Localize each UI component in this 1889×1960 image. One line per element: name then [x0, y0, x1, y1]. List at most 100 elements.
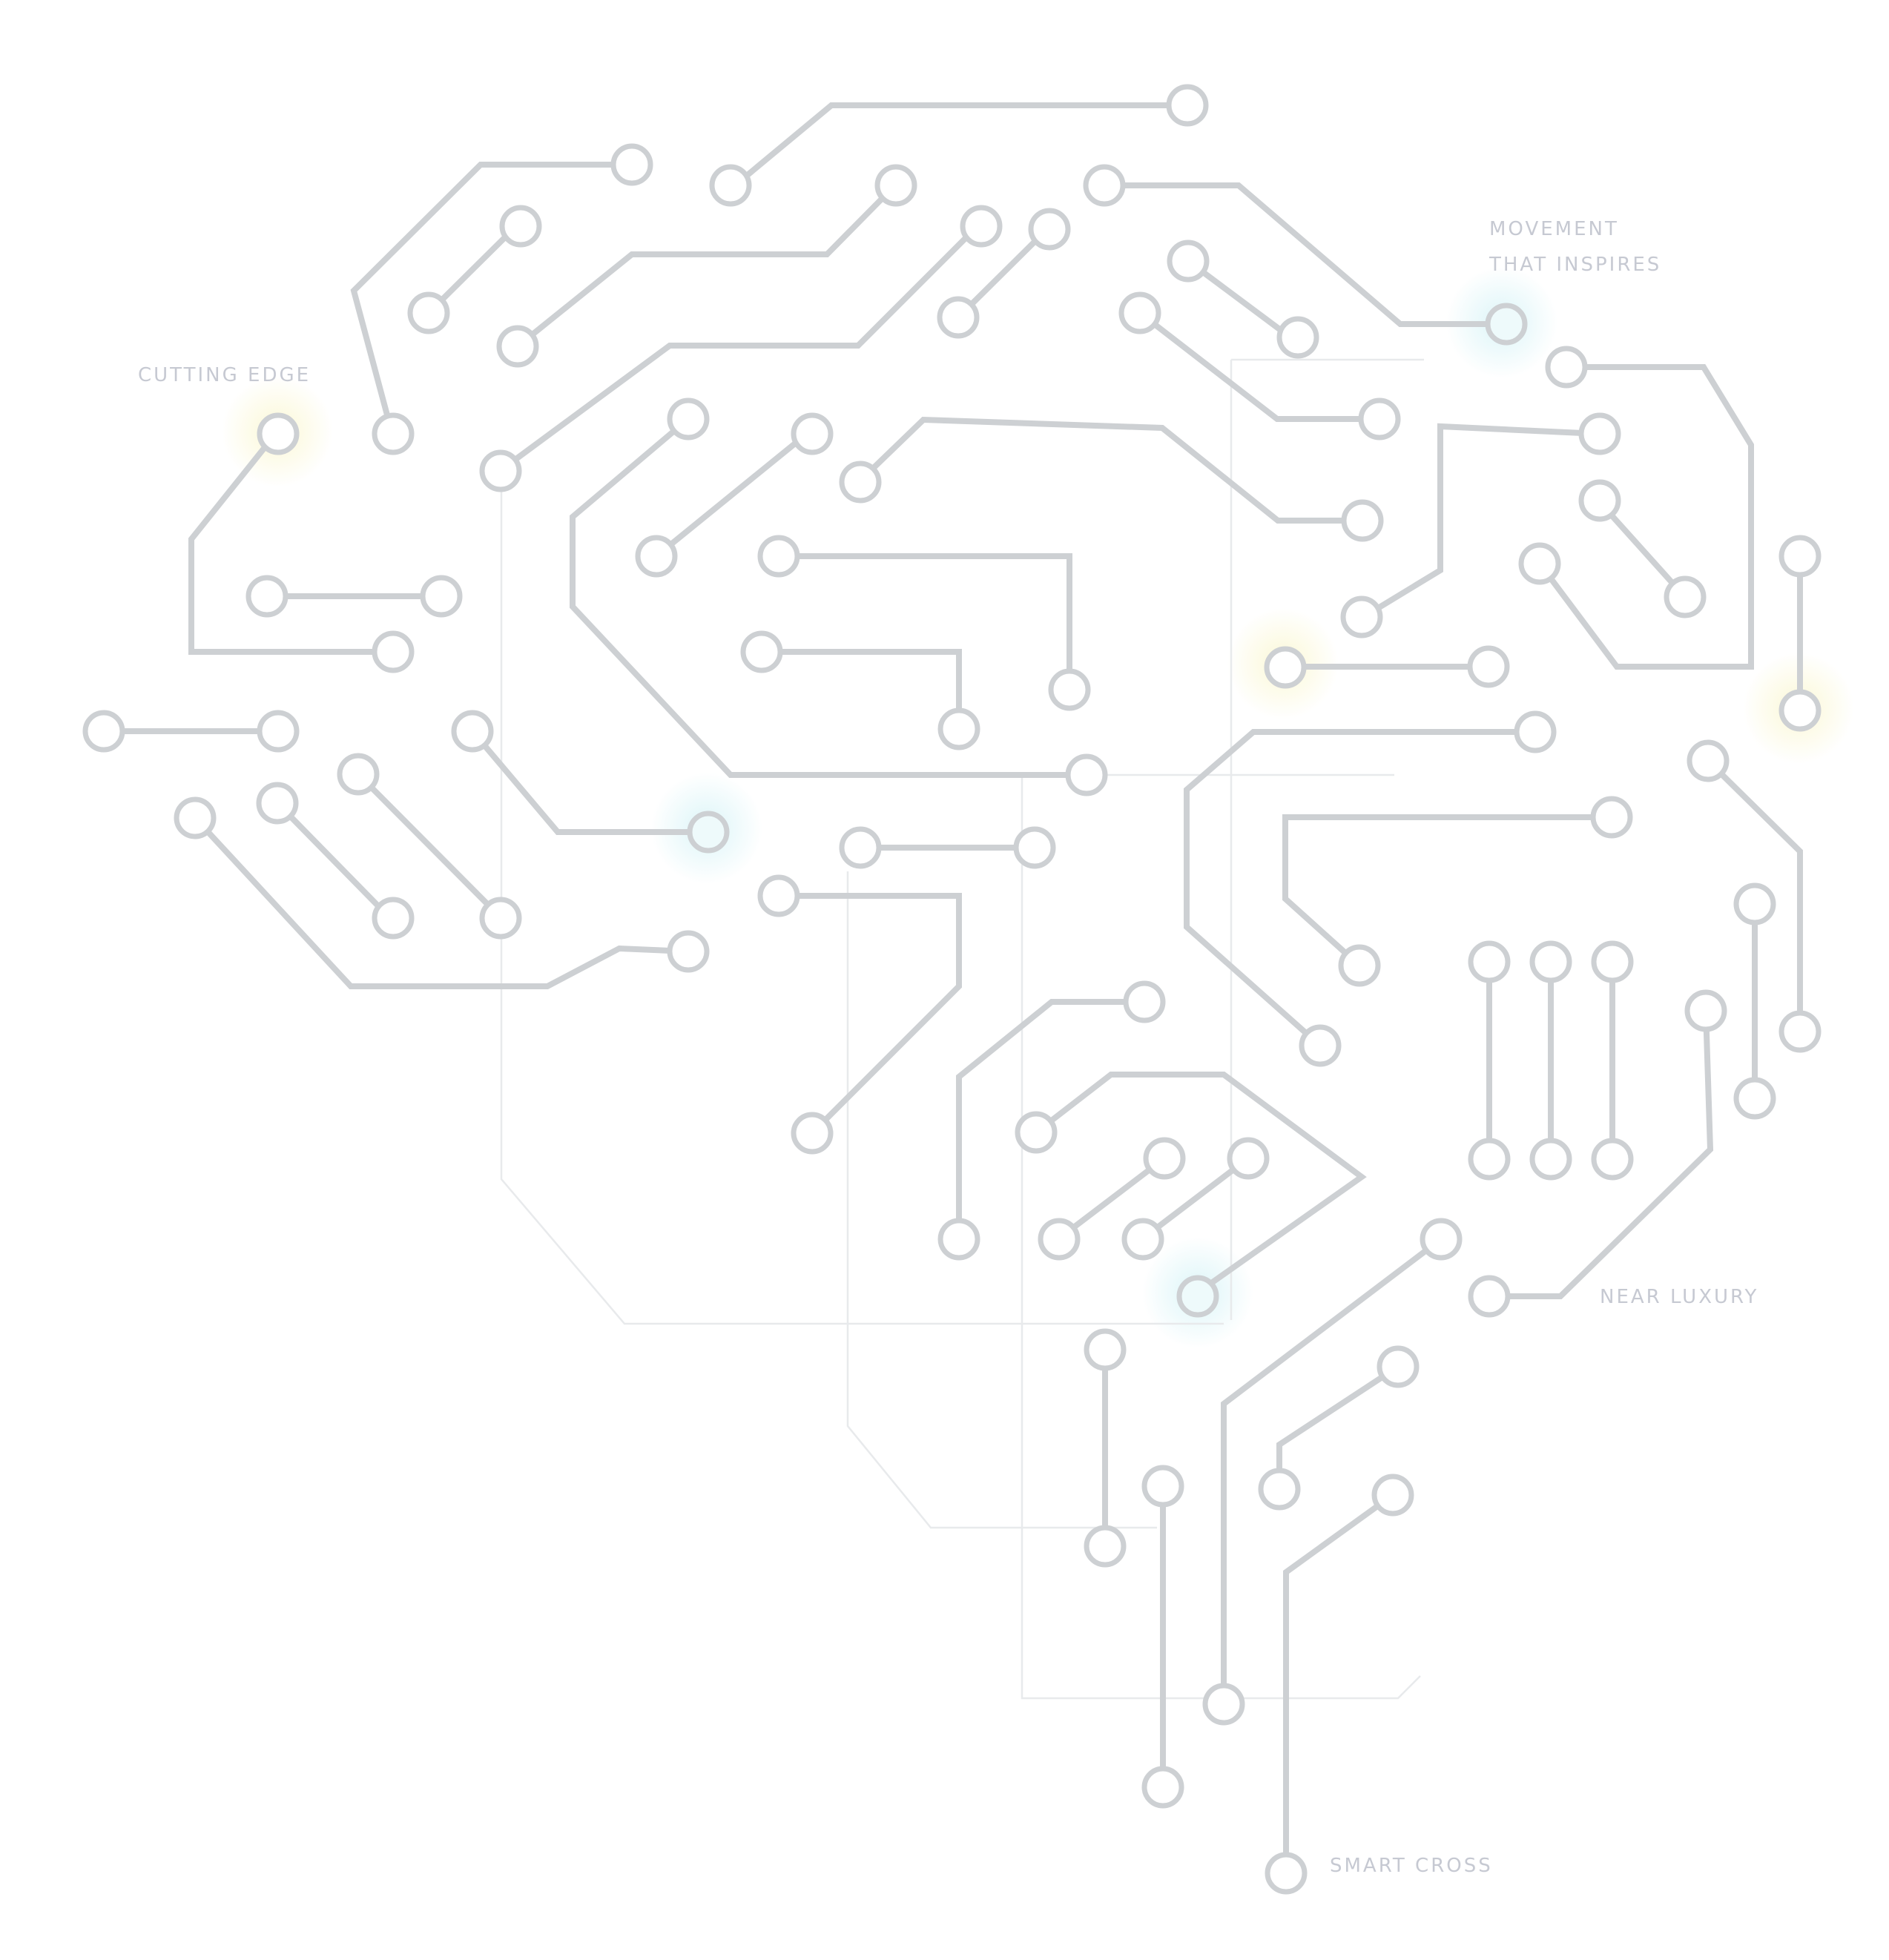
circuit-node — [1778, 535, 1822, 578]
circuit-node — [1578, 479, 1621, 522]
circuit-node — [420, 575, 463, 618]
circuit-node — [1468, 1275, 1511, 1318]
circuit-node — [1591, 940, 1634, 983]
circuit-node — [1013, 826, 1056, 869]
circuit-node — [1518, 542, 1561, 585]
circuit-node — [791, 1112, 834, 1155]
circuit-node — [1377, 1345, 1420, 1388]
circuit-node — [1687, 739, 1730, 782]
circuit-node — [1166, 84, 1209, 127]
label-smart-cross: SMART CROSS — [1330, 1848, 1493, 1884]
circuit-node — [757, 874, 800, 917]
circuit-node — [937, 1218, 980, 1261]
circuit-node — [499, 205, 542, 248]
circuit-node — [1123, 980, 1166, 1023]
circuit-node — [1299, 1024, 1342, 1067]
circuit-node — [1276, 316, 1319, 359]
circuit-node — [791, 412, 834, 455]
circuit-node — [1084, 1328, 1127, 1371]
circuit-node — [1265, 1852, 1308, 1895]
circuit-node — [839, 461, 882, 504]
circuit-node — [1264, 646, 1307, 689]
circuit-node — [1778, 1010, 1822, 1053]
circuit-node — [451, 710, 494, 753]
circuit-node — [479, 449, 522, 492]
circuit-node — [1529, 940, 1572, 983]
circuit-node — [256, 782, 299, 825]
circuit-node — [1338, 944, 1381, 987]
circuit-node — [1529, 1138, 1572, 1181]
circuit-node — [937, 707, 980, 750]
label-near-luxury: NEAR LUXURY — [1600, 1279, 1758, 1315]
circuit-node — [1065, 753, 1108, 796]
label-smart-cross-text: SMART CROSS — [1330, 1855, 1493, 1877]
circuit-traces — [104, 102, 1803, 1873]
circuit-node — [1733, 1077, 1776, 1120]
circuit-node — [496, 325, 539, 368]
circuit-node — [839, 826, 882, 869]
label-near-luxury-text: NEAR LUXURY — [1600, 1286, 1759, 1308]
circuit-node — [174, 796, 217, 839]
label-cutting-edge-text: CUTTING EDGE — [138, 364, 311, 386]
circuit-node — [1733, 882, 1776, 925]
label-movement-line1: MOVEMENT — [1489, 218, 1619, 240]
circuit-node — [82, 710, 125, 753]
circuit-node — [610, 143, 653, 186]
circuit-node — [667, 397, 710, 440]
circuit-node — [1591, 1138, 1634, 1181]
circuit-node — [874, 164, 917, 207]
circuit-node — [740, 630, 783, 673]
circuit-node — [1084, 1525, 1127, 1568]
circuit-node — [757, 535, 800, 578]
circuit-node — [1015, 1111, 1058, 1154]
circuit-node — [1778, 689, 1822, 732]
circuit-node — [337, 753, 380, 796]
circuit-node — [1468, 1138, 1511, 1181]
circuit-node — [257, 412, 300, 455]
circuit-node — [1227, 1137, 1270, 1180]
circuit-node — [937, 296, 980, 339]
circuit-node — [1578, 412, 1621, 455]
circuit-node — [1258, 1468, 1301, 1511]
circuit-node — [1143, 1137, 1186, 1180]
circuit-node — [372, 630, 415, 673]
circuit-nodes — [82, 84, 1822, 1895]
circuit-node — [1202, 1683, 1245, 1726]
circuit-node — [1514, 710, 1557, 753]
circuit-node — [1358, 397, 1401, 440]
circuit-node — [257, 710, 300, 753]
circuit-node — [1590, 796, 1633, 839]
label-cutting-edge: CUTTING EDGE — [138, 357, 311, 393]
circuit-node — [1083, 164, 1126, 207]
circuit-node — [1038, 1218, 1081, 1261]
circuit-node — [1341, 499, 1384, 542]
circuit-node — [407, 291, 450, 334]
circuit-node — [1371, 1474, 1414, 1517]
circuit-node — [635, 535, 678, 578]
circuit-node — [1118, 291, 1161, 334]
circuit-node — [1684, 989, 1727, 1032]
circuit-node-highlighted — [1485, 303, 1528, 346]
circuit-node — [1664, 575, 1707, 618]
circuit-node — [1167, 240, 1210, 283]
circuit-node — [1340, 595, 1383, 639]
circuit-node — [1028, 208, 1071, 251]
circuit-node — [709, 164, 752, 207]
circuit-node — [372, 897, 415, 940]
circuit-node — [1141, 1465, 1184, 1508]
circuit-node-highlighted — [687, 811, 730, 854]
circuit-node — [960, 205, 1003, 248]
label-movement-that-inspires: MOVEMENT THAT INSPIRES — [1489, 211, 1661, 283]
circuit-node — [1048, 668, 1091, 711]
circuit-node — [667, 930, 710, 973]
circuit-node — [245, 575, 289, 618]
circuit-node — [1545, 346, 1588, 389]
circuit-node-highlighted — [1176, 1275, 1219, 1318]
circuit-node — [479, 897, 522, 940]
circuit-node — [1121, 1218, 1164, 1261]
label-movement-line2: THAT INSPIRES — [1489, 254, 1662, 276]
circuit-node — [1141, 1766, 1184, 1809]
circuit-node — [1468, 940, 1511, 983]
circuit-node — [1467, 645, 1510, 688]
